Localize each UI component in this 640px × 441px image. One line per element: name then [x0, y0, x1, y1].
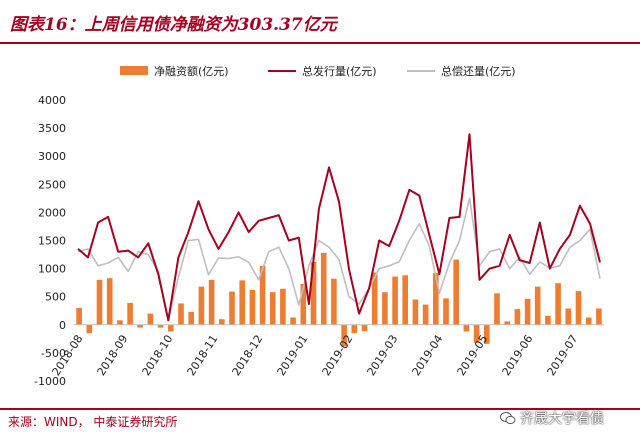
- header-divider: [0, 42, 640, 44]
- y-tick-label: 2000: [38, 206, 66, 219]
- bar: [76, 307, 82, 325]
- bar: [443, 298, 449, 325]
- bar: [494, 293, 500, 325]
- x-tick-label: 2018-09: [95, 333, 131, 379]
- x-tick-label: 2019-04: [410, 333, 446, 379]
- bar: [596, 308, 602, 325]
- legend-label: 净融资额(亿元): [154, 64, 229, 78]
- y-tick-label: 2500: [38, 178, 66, 191]
- bar: [514, 309, 521, 325]
- x-tick-label: 2019-02: [320, 333, 356, 379]
- bar: [473, 324, 480, 343]
- bar: [392, 276, 398, 325]
- x-tick-label: 2018-11: [185, 333, 221, 379]
- bar: [96, 279, 103, 325]
- bar: [249, 290, 256, 325]
- watermark: 齐晟大宇看债: [500, 408, 604, 428]
- y-tick-label: 3000: [38, 150, 66, 163]
- x-tick-label: 2019-06: [500, 333, 536, 379]
- bar: [484, 324, 490, 344]
- bar: [504, 321, 510, 325]
- x-tick-label: 2019-01: [275, 333, 311, 379]
- figure-header: 图表16：上周信用债净融资为303.37亿元: [0, 0, 640, 46]
- watermark-text: 齐晟大宇看债: [520, 411, 604, 427]
- legend: 净融资额(亿元) 总发行量(亿元) 总偿还量(亿元): [120, 64, 516, 78]
- x-tick-label: 2019-07: [545, 333, 581, 379]
- x-tick-label: 2018-10: [140, 333, 176, 379]
- bar: [463, 324, 470, 332]
- y-tick-label: -500: [41, 347, 66, 360]
- bar: [371, 272, 378, 325]
- bar-series: [76, 252, 602, 347]
- bar: [127, 302, 133, 325]
- y-tick-label: 3500: [38, 122, 66, 135]
- bar: [331, 278, 337, 325]
- bar: [188, 311, 194, 325]
- bar: [545, 315, 551, 325]
- bar: [86, 324, 93, 334]
- footer-divider: [0, 408, 640, 410]
- bar: [585, 317, 592, 325]
- legend-swatch: [120, 66, 148, 75]
- legend-item-1: 净融资额(亿元): [120, 64, 229, 78]
- legend-item-3: 总偿还量(亿元): [407, 64, 516, 78]
- bar: [320, 252, 327, 325]
- bar: [106, 278, 113, 325]
- bar: [524, 298, 531, 325]
- bar: [402, 275, 408, 325]
- y-tick-label: 1500: [38, 235, 66, 248]
- bar: [565, 308, 572, 325]
- line-series: [77, 133, 601, 322]
- bar: [269, 292, 276, 325]
- bar: [198, 286, 205, 325]
- bar: [555, 283, 561, 325]
- bar: [168, 324, 174, 332]
- y-tick-label: 1000: [38, 263, 66, 276]
- x-tick-label: 2019-05: [455, 333, 491, 379]
- bar: [117, 320, 123, 325]
- bar: [534, 286, 541, 325]
- wechat-icon: [500, 412, 516, 425]
- figure-title: 图表16：上周信用债净融资为303.37亿元: [10, 15, 337, 35]
- x-tick-label: 2019-03: [365, 333, 401, 379]
- bar: [575, 291, 582, 325]
- issuance-line: [77, 133, 601, 322]
- repayment-line: [77, 197, 601, 322]
- bar: [137, 324, 143, 328]
- legend-label: 总偿还量(亿元): [441, 64, 516, 78]
- x-tick-label: 2018-12: [230, 333, 266, 379]
- bar: [208, 279, 215, 325]
- source-note: 来源：WIND， 中泰证券研究所: [8, 415, 178, 429]
- bar: [300, 283, 307, 325]
- bar: [453, 259, 459, 325]
- bar: [239, 280, 245, 325]
- y-tick-label: -1000: [34, 375, 66, 388]
- bar: [259, 265, 266, 325]
- bar: [422, 304, 429, 325]
- bar: [382, 292, 388, 325]
- bar: [178, 303, 184, 325]
- bar: [361, 324, 368, 331]
- bar: [280, 288, 286, 325]
- y-axis: -1000 -500 0 500 1000 1500 2000 2500 3000 3500 400…: [34, 94, 66, 388]
- y-tick-label: 4000: [38, 94, 66, 107]
- x-axis: 2018-08 2018-09 2018-10 2018-11 2018-12 2019-…: [50, 333, 581, 379]
- bar: [433, 273, 439, 325]
- bar: [351, 324, 358, 334]
- y-tick-label: 0: [59, 319, 66, 332]
- bar: [310, 261, 317, 325]
- bar: [290, 317, 296, 325]
- legend-label: 总发行量(亿元): [302, 64, 377, 78]
- bar: [412, 299, 419, 325]
- bar: [147, 313, 154, 325]
- bar: [341, 324, 347, 347]
- legend-item-2: 总发行量(亿元): [268, 64, 377, 78]
- bar: [229, 291, 235, 325]
- chart: 净融资额(亿元) 总发行量(亿元) 总偿还量(亿元) -1000 -500 0 500 10…: [34, 64, 604, 388]
- bar: [219, 319, 225, 325]
- y-tick-label: 500: [45, 291, 66, 304]
- bar: [157, 324, 164, 328]
